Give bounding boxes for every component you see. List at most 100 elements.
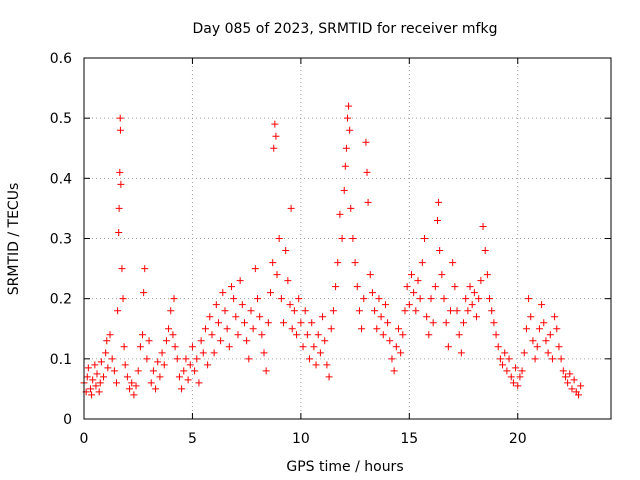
data-point (381, 301, 389, 309)
y-tick-label: 0.4 (50, 171, 72, 187)
data-point (453, 307, 461, 315)
x-tick-label: 0 (80, 431, 89, 447)
data-point (154, 358, 162, 366)
data-point (423, 313, 431, 321)
data-point (152, 385, 160, 393)
data-point (542, 337, 550, 345)
data-point (217, 337, 225, 345)
y-tick-label: 0.6 (50, 51, 72, 67)
data-point (481, 247, 489, 255)
data-point (106, 331, 114, 339)
gridlines (84, 58, 611, 419)
data-point (219, 289, 227, 297)
data-point (249, 325, 257, 333)
data-point (188, 343, 196, 351)
data-point (338, 235, 346, 242)
data-point (449, 259, 457, 267)
data-point (115, 228, 123, 236)
data-point (214, 319, 222, 327)
data-point (88, 391, 96, 399)
data-point (557, 355, 565, 363)
data-point (514, 382, 522, 390)
data-point (399, 331, 407, 339)
data-point (95, 388, 103, 396)
data-point (312, 361, 320, 369)
data-point (132, 382, 140, 390)
data-point (516, 373, 524, 381)
data-point (260, 349, 268, 357)
data-point (87, 385, 95, 393)
data-point (512, 364, 520, 372)
data-point (83, 373, 91, 381)
data-point (341, 162, 349, 170)
data-point (264, 319, 272, 327)
data-point (195, 379, 203, 387)
data-point (466, 283, 474, 291)
data-point (346, 126, 354, 134)
y-tick-label: 0.3 (50, 232, 72, 248)
data-point (110, 367, 118, 375)
data-point (390, 367, 398, 375)
data-point (162, 337, 170, 345)
x-tick-label: 10 (292, 431, 310, 447)
data-point (407, 271, 415, 279)
data-point (100, 373, 108, 381)
data-point (522, 325, 530, 333)
data-point (494, 343, 502, 351)
data-point (136, 343, 144, 351)
data-point (206, 313, 214, 321)
data-point (340, 186, 348, 194)
data-point (270, 144, 278, 152)
data-point (140, 289, 148, 297)
data-point (570, 376, 578, 384)
data-point (444, 343, 452, 351)
data-point (175, 373, 183, 381)
data-point (503, 367, 511, 375)
data-point (191, 367, 199, 375)
data-point (96, 379, 104, 387)
data-point (149, 367, 157, 375)
data-point (394, 325, 402, 333)
data-point (429, 319, 437, 327)
data-point (126, 385, 134, 393)
data-point (349, 235, 357, 242)
data-point (420, 235, 428, 242)
data-point (468, 301, 476, 309)
x-axis-label: GPS time / hours (286, 459, 403, 475)
data-point (418, 259, 426, 267)
data-point (306, 355, 314, 363)
data-point (287, 204, 295, 212)
data-point (325, 373, 333, 381)
data-point (128, 379, 136, 387)
data-point (84, 364, 92, 372)
data-point (332, 283, 340, 291)
data-point (115, 204, 123, 212)
data-point (253, 295, 261, 303)
data-point (117, 180, 125, 188)
data-point (147, 379, 155, 387)
data-point (223, 325, 231, 333)
data-point (475, 295, 483, 303)
data-point (230, 295, 238, 303)
data-point (210, 349, 218, 357)
data-point (464, 307, 472, 315)
data-point (145, 337, 153, 345)
data-point (377, 313, 385, 321)
data-point (412, 307, 420, 315)
data-point (130, 391, 138, 399)
data-point (173, 355, 181, 363)
data-point (375, 295, 383, 303)
data-point (323, 361, 331, 369)
data-point (165, 325, 173, 333)
data-point (204, 361, 212, 369)
data-point (501, 349, 509, 357)
data-point (91, 361, 99, 369)
data-point (182, 355, 190, 363)
data-point (371, 307, 379, 315)
data-point (355, 307, 363, 315)
data-point (272, 132, 280, 140)
data-point (490, 319, 498, 327)
data-point (529, 337, 537, 345)
data-point (158, 349, 166, 357)
data-point (120, 343, 128, 351)
